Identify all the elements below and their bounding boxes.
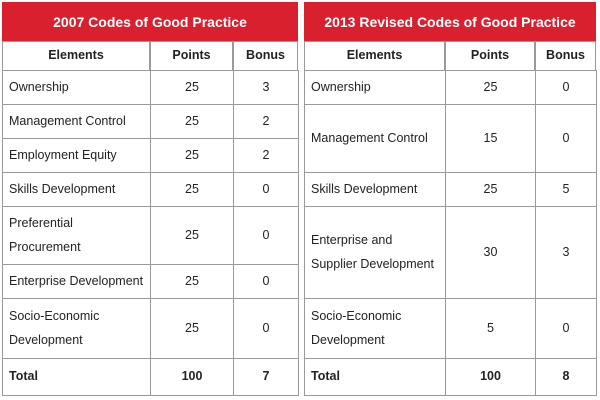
bonus-cell: 2	[233, 104, 299, 139]
bonus-cell: 0	[233, 298, 299, 359]
element-cell: Enterprise and Supplier Development	[304, 206, 446, 299]
points-cell: 25	[445, 70, 536, 105]
points-cell: 25	[150, 206, 234, 265]
bonus-cell: 3	[535, 206, 597, 299]
column-header: Elements	[2, 41, 150, 71]
bonus-cell: 5	[535, 172, 597, 207]
bonus-cell: 0	[233, 206, 299, 265]
points-cell: 25	[150, 298, 234, 359]
column-header: Points	[150, 41, 233, 71]
bonus-cell: 2	[233, 138, 299, 173]
bonus-cell: 0	[535, 298, 597, 359]
element-cell: Socio-Economic Development	[304, 298, 446, 359]
points-cell: 5	[445, 298, 536, 359]
element-cell: Total	[2, 358, 151, 396]
column-header: Bonus	[535, 41, 596, 71]
points-cell: 30	[445, 206, 536, 299]
element-cell: Skills Development	[304, 172, 446, 207]
bonus-cell: 0	[233, 172, 299, 207]
element-cell: Socio-Economic Development	[2, 298, 151, 359]
points-cell: 100	[150, 358, 234, 396]
points-cell: 100	[445, 358, 536, 396]
element-cell: Preferential Procurement	[2, 206, 151, 265]
points-cell: 25	[150, 104, 234, 139]
table-title: 2007 Codes of Good Practice	[2, 2, 298, 42]
column-header: Elements	[304, 41, 445, 71]
element-cell: Total	[304, 358, 446, 396]
element-cell: Ownership	[304, 70, 446, 105]
column-header: Points	[445, 41, 535, 71]
points-cell: 25	[150, 264, 234, 299]
element-cell: Management Control	[304, 104, 446, 173]
element-cell: Ownership	[2, 70, 151, 105]
element-cell: Employment Equity	[2, 138, 151, 173]
points-cell: 25	[150, 138, 234, 173]
bonus-cell: 8	[535, 358, 597, 396]
bonus-cell: 7	[233, 358, 299, 396]
element-cell: Enterprise Development	[2, 264, 151, 299]
table-title: 2013 Revised Codes of Good Practice	[304, 2, 596, 42]
points-cell: 15	[445, 104, 536, 173]
points-cell: 25	[445, 172, 536, 207]
points-cell: 25	[150, 70, 234, 105]
bonus-cell: 0	[535, 70, 597, 105]
bonus-cell: 0	[233, 264, 299, 299]
bonus-cell: 0	[535, 104, 597, 173]
element-cell: Skills Development	[2, 172, 151, 207]
element-cell: Management Control	[2, 104, 151, 139]
column-header: Bonus	[233, 41, 298, 71]
points-cell: 25	[150, 172, 234, 207]
bonus-cell: 3	[233, 70, 299, 105]
